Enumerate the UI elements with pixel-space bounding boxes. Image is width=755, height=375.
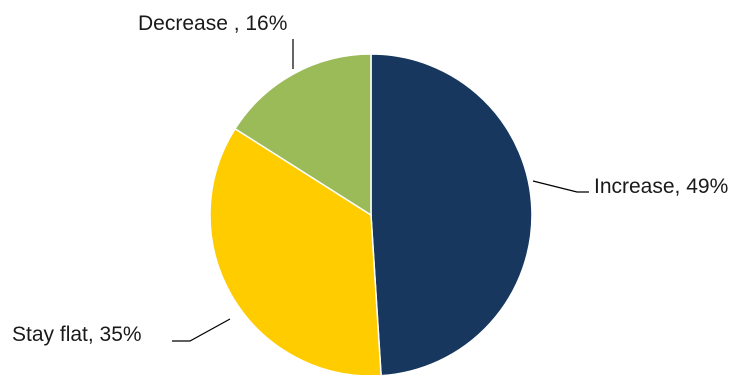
- leader-line-increase: [532, 180, 589, 193]
- leader-line-stay-flat: [172, 318, 231, 342]
- data-label-increase: Increase, 49%: [594, 175, 728, 198]
- data-label-stay-flat: Stay flat, 35%: [12, 323, 142, 346]
- slice-stay-flat: [209, 127, 382, 375]
- leader-lines: [172, 39, 589, 342]
- slice-increase: [370, 53, 533, 375]
- data-labels: Increase, 49% Stay flat, 35% Decrease , …: [12, 12, 728, 346]
- pie-slices: [209, 53, 533, 375]
- slice-decrease: [234, 53, 372, 217]
- data-label-decrease: Decrease , 16%: [138, 12, 287, 35]
